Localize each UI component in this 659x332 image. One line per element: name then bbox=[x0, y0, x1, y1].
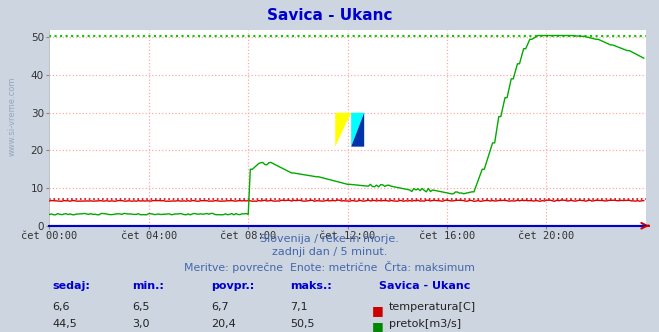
Text: 20,4: 20,4 bbox=[211, 319, 236, 329]
Text: 44,5: 44,5 bbox=[53, 319, 78, 329]
Text: pretok[m3/s]: pretok[m3/s] bbox=[389, 319, 461, 329]
Text: 7,1: 7,1 bbox=[290, 302, 308, 312]
Text: ■: ■ bbox=[372, 320, 384, 332]
Text: zadnji dan / 5 minut.: zadnji dan / 5 minut. bbox=[272, 247, 387, 257]
Polygon shape bbox=[335, 113, 351, 147]
Text: 3,0: 3,0 bbox=[132, 319, 150, 329]
Text: Slovenija / reke in morje.: Slovenija / reke in morje. bbox=[260, 234, 399, 244]
Polygon shape bbox=[351, 113, 364, 147]
Polygon shape bbox=[335, 113, 364, 147]
Text: 6,5: 6,5 bbox=[132, 302, 150, 312]
Text: sedaj:: sedaj: bbox=[53, 281, 90, 290]
Text: maks.:: maks.: bbox=[290, 281, 331, 290]
Text: Meritve: povrečne  Enote: metrične  Črta: maksimum: Meritve: povrečne Enote: metrične Črta: … bbox=[184, 261, 475, 273]
Text: ■: ■ bbox=[372, 304, 384, 317]
Text: Savica - Ukanc: Savica - Ukanc bbox=[379, 281, 471, 290]
Text: povpr.:: povpr.: bbox=[211, 281, 254, 290]
Text: 50,5: 50,5 bbox=[290, 319, 314, 329]
Text: temperatura[C]: temperatura[C] bbox=[389, 302, 476, 312]
Text: 6,7: 6,7 bbox=[211, 302, 229, 312]
Text: Savica - Ukanc: Savica - Ukanc bbox=[267, 8, 392, 23]
Text: www.si-vreme.com: www.si-vreme.com bbox=[8, 76, 17, 156]
Text: 6,6: 6,6 bbox=[53, 302, 71, 312]
Text: min.:: min.: bbox=[132, 281, 163, 290]
